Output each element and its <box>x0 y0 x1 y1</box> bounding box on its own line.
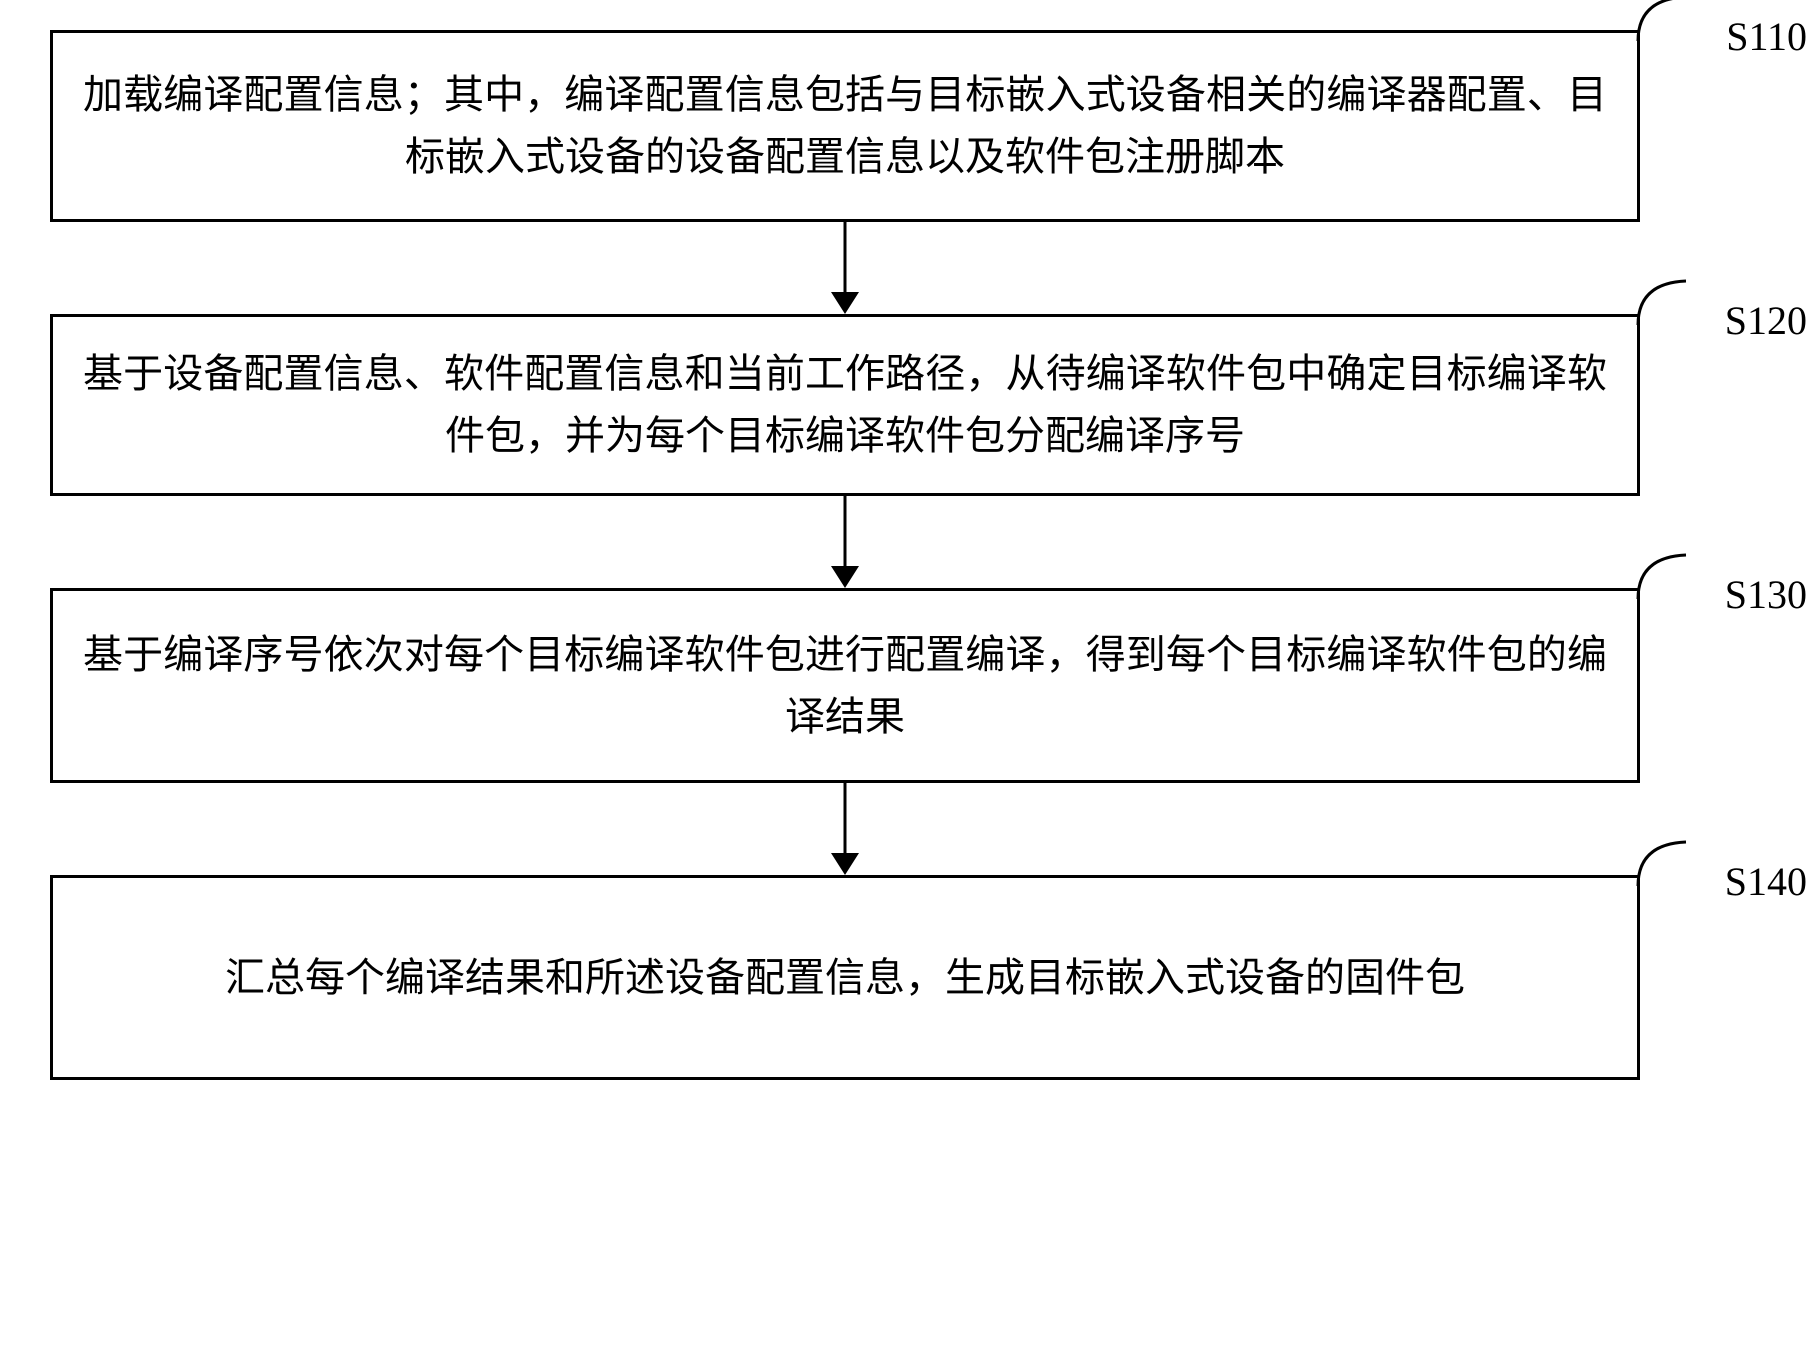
flow-step-S140: 汇总每个编译结果和所述设备配置信息，生成目标嵌入式设备的固件包S140 <box>50 875 1640 1080</box>
flowchart-container: 加载编译配置信息；其中，编译配置信息包括与目标嵌入式设备相关的编译器配置、目标嵌… <box>50 30 1640 1080</box>
flow-step-label: S140 <box>1725 858 1807 905</box>
flow-arrow <box>825 496 865 588</box>
label-connector <box>1632 0 1692 47</box>
flow-step-text: 基于编译序号依次对每个目标编译软件包进行配置编译，得到每个目标编译软件包的编译结… <box>83 624 1607 748</box>
flow-arrow <box>825 783 865 875</box>
label-connector <box>1632 271 1692 331</box>
flow-step-text: 汇总每个编译结果和所述设备配置信息，生成目标嵌入式设备的固件包 <box>225 947 1465 1009</box>
arrow-container <box>50 222 1640 314</box>
flow-step-label: S110 <box>1726 13 1807 60</box>
flow-step-text: 加载编译配置信息；其中，编译配置信息包括与目标嵌入式设备相关的编译器配置、目标嵌… <box>83 64 1607 188</box>
flow-arrow <box>825 222 865 314</box>
label-connector <box>1632 832 1692 892</box>
flow-step-label: S120 <box>1725 297 1807 344</box>
flow-step-text: 基于设备配置信息、软件配置信息和当前工作路径，从待编译软件包中确定目标编译软件包… <box>83 343 1607 467</box>
arrow-container <box>50 496 1640 588</box>
flow-step-label: S130 <box>1725 571 1807 618</box>
label-connector <box>1632 545 1692 605</box>
arrow-container <box>50 783 1640 875</box>
flow-step-S120: 基于设备配置信息、软件配置信息和当前工作路径，从待编译软件包中确定目标编译软件包… <box>50 314 1640 496</box>
flow-step-S130: 基于编译序号依次对每个目标编译软件包进行配置编译，得到每个目标编译软件包的编译结… <box>50 588 1640 783</box>
flow-step-S110: 加载编译配置信息；其中，编译配置信息包括与目标嵌入式设备相关的编译器配置、目标嵌… <box>50 30 1640 222</box>
